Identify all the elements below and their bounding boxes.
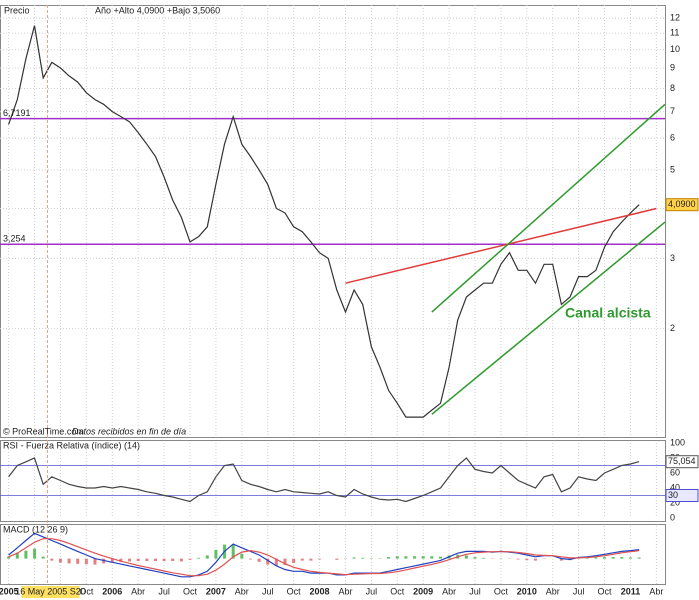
x-tick-label: Abr — [131, 586, 145, 596]
marks — [0, 5, 665, 585]
price-title: Precio — [4, 5, 30, 15]
y-tick-label: 6 — [670, 133, 675, 143]
value-box-label: 30 — [668, 490, 678, 500]
x-tick-label: Oct — [598, 586, 613, 596]
series-line — [8, 25, 640, 418]
x-tick-label: Abr — [235, 586, 249, 596]
x-tick-label: 2005 — [0, 586, 19, 596]
x-tick-label: Abr — [442, 586, 456, 596]
y-tick-label: 3 — [670, 253, 675, 263]
y-tick-label: 20 — [670, 497, 680, 507]
cursor-box — [21, 586, 80, 598]
value-box — [665, 198, 699, 212]
trend-line — [431, 103, 665, 313]
value-box-label: 4,0900 — [668, 199, 696, 209]
x-tick-label: 2010 — [517, 586, 537, 596]
x-tick-label: 2008 — [310, 586, 330, 596]
x-tick-label: Oct — [183, 586, 198, 596]
trend-line — [345, 207, 657, 284]
value-box — [665, 489, 699, 502]
x-tick-label: 2007 — [206, 586, 226, 596]
y-tick-label: 10 — [670, 44, 680, 54]
x-tick-label: Oct — [390, 586, 405, 596]
rsi-title: RSI - Fuerza Relativa (índice) (14) — [3, 440, 140, 450]
x-tick-label: Jul — [469, 586, 481, 596]
trend-line — [431, 221, 665, 415]
y-tick-label: 60 — [670, 467, 680, 477]
price-panel — [0, 5, 666, 438]
x-tick-label: 2006 — [102, 586, 122, 596]
note: Datos recibidos en fin de día — [72, 426, 186, 436]
y-tick-label: 2 — [670, 323, 675, 333]
x-tick-label: Jul — [573, 586, 585, 596]
x-tick-label: 2011 — [621, 586, 641, 596]
value-box-label: 75,054 — [668, 456, 696, 466]
x-tick-label: Jul — [366, 586, 378, 596]
x-tick-label: Oct — [494, 586, 509, 596]
series-line — [8, 457, 640, 503]
y-tick-label: 11 — [670, 28, 679, 38]
trendlines — [345, 103, 665, 415]
x-tick-label: Abr — [649, 586, 663, 596]
macd-title: MACD (12 26 9) — [3, 524, 68, 534]
x-tick-label: Abr — [546, 586, 560, 596]
rsi-panel — [0, 440, 666, 522]
value-box — [665, 455, 699, 469]
labels: Precio Año +Alto 4,0900 +Bajo 3,5060 © P… — [0, 5, 699, 598]
y-tick-label: 0 — [670, 512, 675, 522]
cursor-label: 16 May 2005 S20 — [15, 586, 86, 596]
x-tick-label: Jul — [158, 586, 170, 596]
grid — [0, 5, 665, 584]
x-tick-label: Oct — [287, 586, 302, 596]
y-tick-label: 7 — [670, 106, 675, 116]
h-line-label: 3,254 — [3, 234, 26, 244]
h-line-label: 6,7191 — [3, 108, 31, 118]
x-tick-label: 2009 — [413, 586, 433, 596]
x-tick-label: Oct — [79, 586, 94, 596]
y-tick-label: 8 — [670, 83, 675, 93]
source: © ProRealTime.com — [3, 426, 84, 436]
x-tick-label: Jul — [262, 586, 274, 596]
annotation: Canal alcista — [565, 305, 651, 321]
series-line — [8, 538, 640, 577]
y-tick-label: 5 — [670, 164, 675, 174]
y-tick-label: 100 — [670, 437, 685, 447]
y-tick-label: 12 — [670, 13, 680, 23]
price-subtitle: Año +Alto 4,0900 +Bajo 3,5060 — [95, 5, 220, 15]
y-tick-label: 9 — [670, 62, 675, 72]
y-tick-label: 40 — [670, 482, 680, 492]
x-tick-label: Abr — [338, 586, 352, 596]
